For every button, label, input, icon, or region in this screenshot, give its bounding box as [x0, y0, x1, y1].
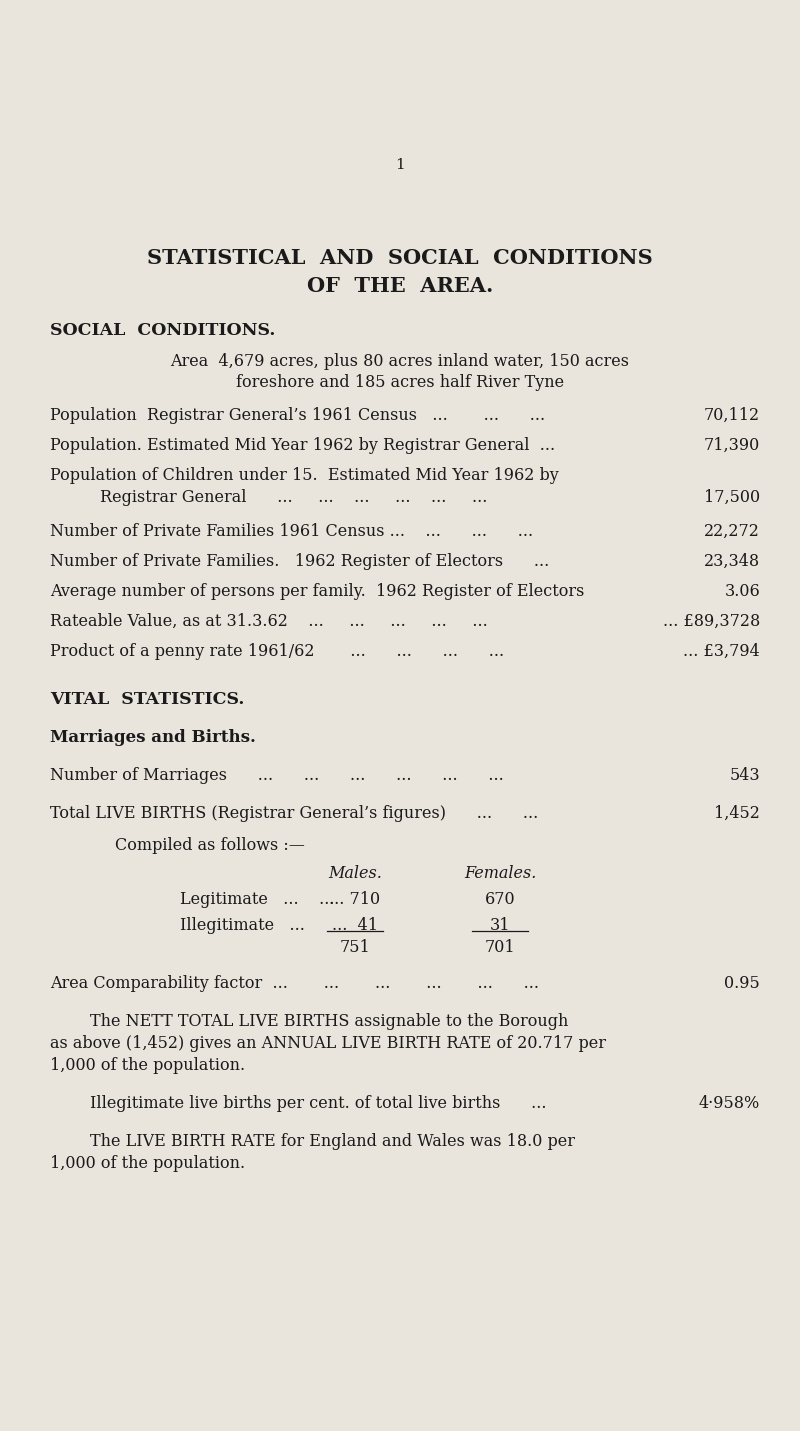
Text: Rateable Value, as at 31.3.62    ...     ...     ...     ...     ...: Rateable Value, as at 31.3.62 ... ... ..… [50, 612, 488, 630]
Text: 23,348: 23,348 [704, 552, 760, 570]
Text: 670: 670 [485, 892, 515, 909]
Text: Compiled as follows :—: Compiled as follows :— [115, 837, 305, 854]
Text: as above (1,452) gives an ANNUAL LIVE BIRTH RATE of 20.717 per: as above (1,452) gives an ANNUAL LIVE BI… [50, 1035, 606, 1052]
Text: 70,112: 70,112 [704, 406, 760, 424]
Text: Number of Private Families 1961 Census ...    ...      ...      ...: Number of Private Families 1961 Census .… [50, 522, 533, 539]
Text: 31: 31 [490, 917, 510, 934]
Text: ...  41: ... 41 [332, 917, 378, 934]
Text: foreshore and 185 acres half River Tyne: foreshore and 185 acres half River Tyne [236, 373, 564, 391]
Text: 0.95: 0.95 [724, 975, 760, 992]
Text: 701: 701 [485, 939, 515, 956]
Text: OF  THE  AREA.: OF THE AREA. [307, 276, 493, 296]
Text: STATISTICAL  AND  SOCIAL  CONDITIONS: STATISTICAL AND SOCIAL CONDITIONS [147, 248, 653, 268]
Text: SOCIAL  CONDITIONS.: SOCIAL CONDITIONS. [50, 322, 275, 339]
Text: Product of a penny rate 1961/62       ...      ...      ...      ...: Product of a penny rate 1961/62 ... ... … [50, 643, 504, 660]
Text: Population of Children under 15.  Estimated Mid Year 1962 by: Population of Children under 15. Estimat… [50, 467, 558, 484]
Text: ... 710: ... 710 [330, 892, 381, 909]
Text: 1,000 of the population.: 1,000 of the population. [50, 1058, 245, 1075]
Text: 1: 1 [395, 157, 405, 172]
Text: 22,272: 22,272 [704, 522, 760, 539]
Text: Number of Private Families.   1962 Register of Electors      ...: Number of Private Families. 1962 Registe… [50, 552, 550, 570]
Text: Males.: Males. [328, 864, 382, 881]
Text: Marriages and Births.: Marriages and Births. [50, 728, 256, 746]
Text: VITAL  STATISTICS.: VITAL STATISTICS. [50, 691, 244, 708]
Text: 71,390: 71,390 [704, 436, 760, 454]
Text: 543: 543 [730, 767, 760, 784]
Text: Illegitimate   ...: Illegitimate ... [180, 917, 305, 934]
Text: 3.06: 3.06 [724, 582, 760, 600]
Text: Registrar General      ...     ...    ...     ...    ...     ...: Registrar General ... ... ... ... ... ..… [100, 489, 487, 507]
Text: The NETT TOTAL LIVE BIRTHS assignable to the Borough: The NETT TOTAL LIVE BIRTHS assignable to… [90, 1013, 568, 1030]
Text: Area Comparability factor  ...       ...       ...       ...       ...      ...: Area Comparability factor ... ... ... ..… [50, 975, 539, 992]
Text: ... £3,794: ... £3,794 [683, 643, 760, 660]
Text: 1,000 of the population.: 1,000 of the population. [50, 1155, 245, 1172]
Text: 1,452: 1,452 [714, 806, 760, 821]
Text: Total LIVE BIRTHS (Registrar General’s figures)      ...      ...: Total LIVE BIRTHS (Registrar General’s f… [50, 806, 538, 821]
Text: Females.: Females. [464, 864, 536, 881]
Text: 751: 751 [340, 939, 370, 956]
Text: 17,500: 17,500 [704, 489, 760, 507]
Text: Number of Marriages      ...      ...      ...      ...      ...      ...: Number of Marriages ... ... ... ... ... … [50, 767, 504, 784]
Text: ... £89,3728: ... £89,3728 [662, 612, 760, 630]
Text: Illegitimate live births per cent. of total live births      ...: Illegitimate live births per cent. of to… [90, 1095, 546, 1112]
Text: Average number of persons per family.  1962 Register of Electors: Average number of persons per family. 19… [50, 582, 584, 600]
Text: Population. Estimated Mid Year 1962 by Registrar General  ...: Population. Estimated Mid Year 1962 by R… [50, 436, 555, 454]
Text: Legitimate   ...    ...: Legitimate ... ... [180, 892, 334, 909]
Text: Population  Registrar General’s 1961 Census   ...       ...      ...: Population Registrar General’s 1961 Cens… [50, 406, 545, 424]
Text: Area  4,679 acres, plus 80 acres inland water, 150 acres: Area 4,679 acres, plus 80 acres inland w… [170, 353, 630, 371]
Text: 4·958%: 4·958% [698, 1095, 760, 1112]
Text: The LIVE BIRTH RATE for England and Wales was 18.0 per: The LIVE BIRTH RATE for England and Wale… [90, 1133, 575, 1151]
